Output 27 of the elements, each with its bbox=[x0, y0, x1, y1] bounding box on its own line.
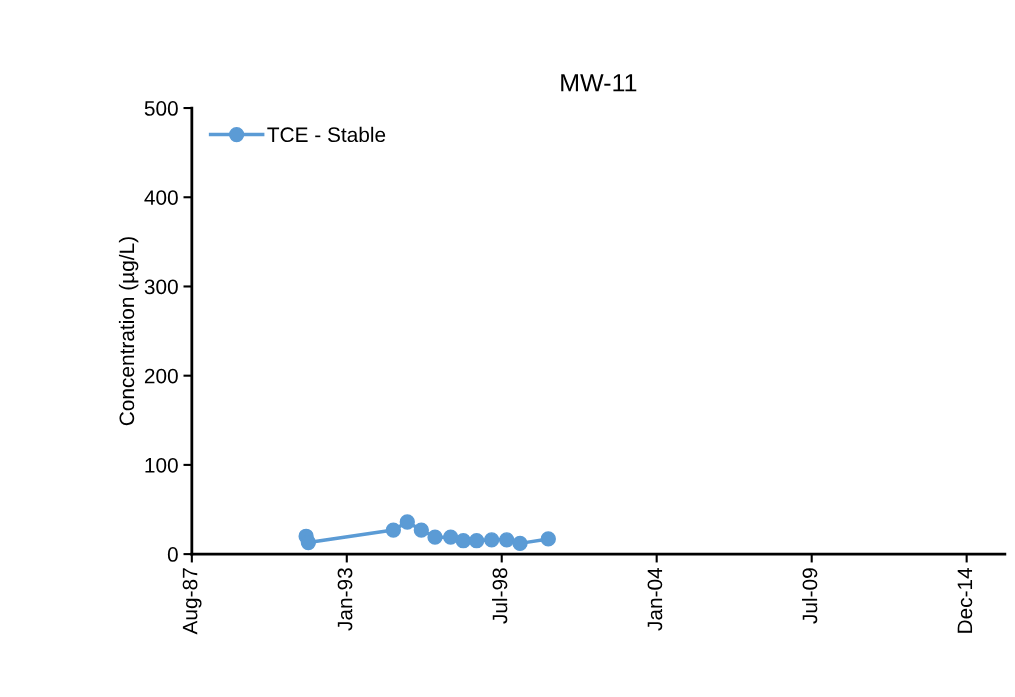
y-tick-label: 200 bbox=[144, 368, 178, 384]
y-tick-label: 400 bbox=[144, 190, 178, 205]
point bbox=[468, 533, 485, 549]
point bbox=[427, 529, 443, 545]
point bbox=[499, 532, 515, 548]
x-tick-label: Jan-93 bbox=[337, 568, 353, 631]
point bbox=[413, 522, 429, 538]
point bbox=[540, 531, 556, 547]
point bbox=[512, 535, 528, 552]
point bbox=[300, 534, 316, 551]
x-tick-label: Jul-98 bbox=[492, 568, 508, 624]
chart-title: MW-11 bbox=[561, 74, 637, 92]
y-tick-label: 500 bbox=[144, 101, 178, 116]
point bbox=[385, 522, 401, 538]
point bbox=[443, 529, 459, 545]
y-tick-label: 0 bbox=[167, 547, 178, 562]
y-tick-label: 100 bbox=[145, 457, 178, 473]
point bbox=[399, 514, 415, 530]
point bbox=[455, 533, 471, 549]
x-tick-label: Jan-04 bbox=[647, 567, 663, 631]
x-tick-label: Jul-09 bbox=[802, 568, 818, 624]
y-axis-title: Concentration (µg/L) bbox=[118, 237, 139, 426]
x-tick-label: Dec-14 bbox=[957, 567, 973, 633]
point bbox=[484, 532, 500, 548]
x-tick-label: Aug-87 bbox=[182, 568, 202, 635]
legend-label: TCE - Stable bbox=[267, 126, 386, 143]
y-tick-label: 300 bbox=[144, 279, 178, 295]
